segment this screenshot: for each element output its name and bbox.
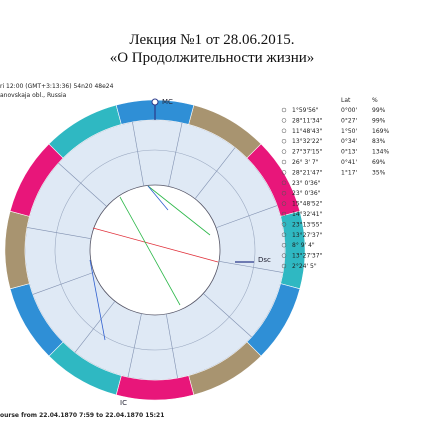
house-line — [74, 301, 116, 353]
inner-ring — [54, 149, 256, 351]
house-line — [215, 205, 278, 229]
planet-glyph — [281, 222, 287, 227]
table-cell: 14°32'41" — [292, 211, 323, 218]
table-cell: 0°13' — [341, 149, 357, 156]
table-cell: 23°13'55" — [292, 221, 323, 228]
house-line — [127, 313, 142, 378]
table-cell: 169% — [372, 128, 389, 135]
planet-glyph — [281, 253, 287, 258]
house-line — [58, 162, 107, 207]
zodiac-sector — [115, 375, 195, 401]
table-cell: 0°41' — [341, 159, 357, 166]
table-cell: 2°24' 5" — [292, 263, 317, 270]
footer: ourse from 22.04.1870 7:59 to 22.04.1870… — [0, 412, 164, 419]
planet-glyph — [281, 232, 287, 238]
house-line — [32, 271, 95, 295]
chart-wheel — [4, 98, 306, 401]
house-line — [132, 121, 145, 187]
planet-glyph — [281, 138, 287, 144]
table-cell: 11°48'43" — [292, 128, 323, 135]
axis-dot — [151, 98, 159, 106]
planet-glyph — [281, 180, 287, 186]
planet-glyph — [281, 118, 287, 123]
table-cell: 15°48'52" — [292, 201, 323, 208]
planet-glyph — [281, 149, 287, 154]
table-cell: 13°27'37" — [292, 232, 323, 239]
aspect-line — [119, 196, 181, 306]
table-cell: 35% — [372, 169, 386, 176]
aspect-line — [92, 227, 219, 263]
table-cell: 13°32'22" — [292, 138, 323, 145]
house-line — [218, 260, 284, 273]
zodiac-sector — [246, 143, 301, 217]
table-cell: 8° 9' 4" — [292, 242, 315, 249]
table-cell: 13°27'37" — [292, 253, 323, 260]
zodiac-sector — [4, 210, 30, 290]
table-cell: 0°27' — [341, 117, 357, 124]
header-line: anovskaja obl., Russia — [0, 92, 67, 99]
header-line: ri 12:00 (GMT+3:13:36) 54n20 48e24 — [0, 83, 114, 90]
planet-glyph — [281, 170, 287, 175]
planet-glyph — [281, 201, 287, 206]
planet-glyph — [281, 263, 287, 269]
table-cell: 23° 0'36" — [292, 180, 321, 187]
inner-circle — [89, 184, 221, 316]
house-line — [194, 147, 236, 199]
table-cell: 27°37'15" — [292, 149, 323, 156]
aspect-line — [147, 185, 169, 211]
table-header: % — [372, 97, 378, 104]
house-line — [203, 293, 252, 338]
zodiac-sector — [280, 210, 306, 290]
table-cell: 23° 0'36" — [292, 190, 321, 197]
zodiac-sector — [48, 104, 122, 159]
table-header: Lat — [341, 97, 351, 104]
angle-label: MC — [162, 98, 173, 106]
planet-glyph — [281, 242, 287, 248]
table-cell: 0°00' — [341, 107, 357, 114]
table: 1°59'56" 0°00' 99% 28°11'34" 0°27' 99% 11°48'4… — [281, 107, 389, 270]
table-cell: 1°59'56" — [292, 107, 319, 114]
aspect-line — [89, 259, 106, 341]
title-line: «О Продолжительности жизни» — [110, 50, 315, 66]
table-cell: 99% — [372, 117, 386, 124]
table-cell: 26° 3' 7" — [292, 159, 319, 166]
zodiac-sector — [188, 341, 262, 396]
title-line: Лекция №1 от 28.06.2015. — [129, 32, 294, 48]
planet-glyph — [281, 128, 287, 134]
house-line — [26, 227, 92, 240]
zodiac-sector — [48, 341, 122, 396]
table-cell: 69% — [372, 159, 386, 166]
house-line — [168, 122, 183, 187]
table-cell: 134% — [372, 149, 389, 156]
zodiac-sector — [9, 143, 64, 217]
house-line — [165, 313, 178, 379]
table-cell: 83% — [372, 138, 386, 145]
table-cell: 28°21'47" — [292, 169, 323, 176]
planet-glyph — [281, 211, 287, 217]
table-cell: 99% — [372, 107, 386, 114]
angle-label: IC — [120, 399, 127, 407]
zodiac-sector — [9, 283, 64, 357]
angle-label: Dsc — [258, 256, 271, 264]
table-cell: 0°34' — [341, 138, 357, 145]
planet-glyph — [281, 159, 287, 165]
aspect-line — [147, 185, 211, 236]
planet-glyph — [281, 107, 287, 113]
table-cell: 1°17' — [341, 169, 357, 176]
planet-glyph — [281, 190, 287, 196]
table-cell: 28°11'34" — [292, 117, 323, 124]
zodiac-sector — [246, 283, 301, 357]
table-cell: 1°50' — [341, 128, 357, 135]
